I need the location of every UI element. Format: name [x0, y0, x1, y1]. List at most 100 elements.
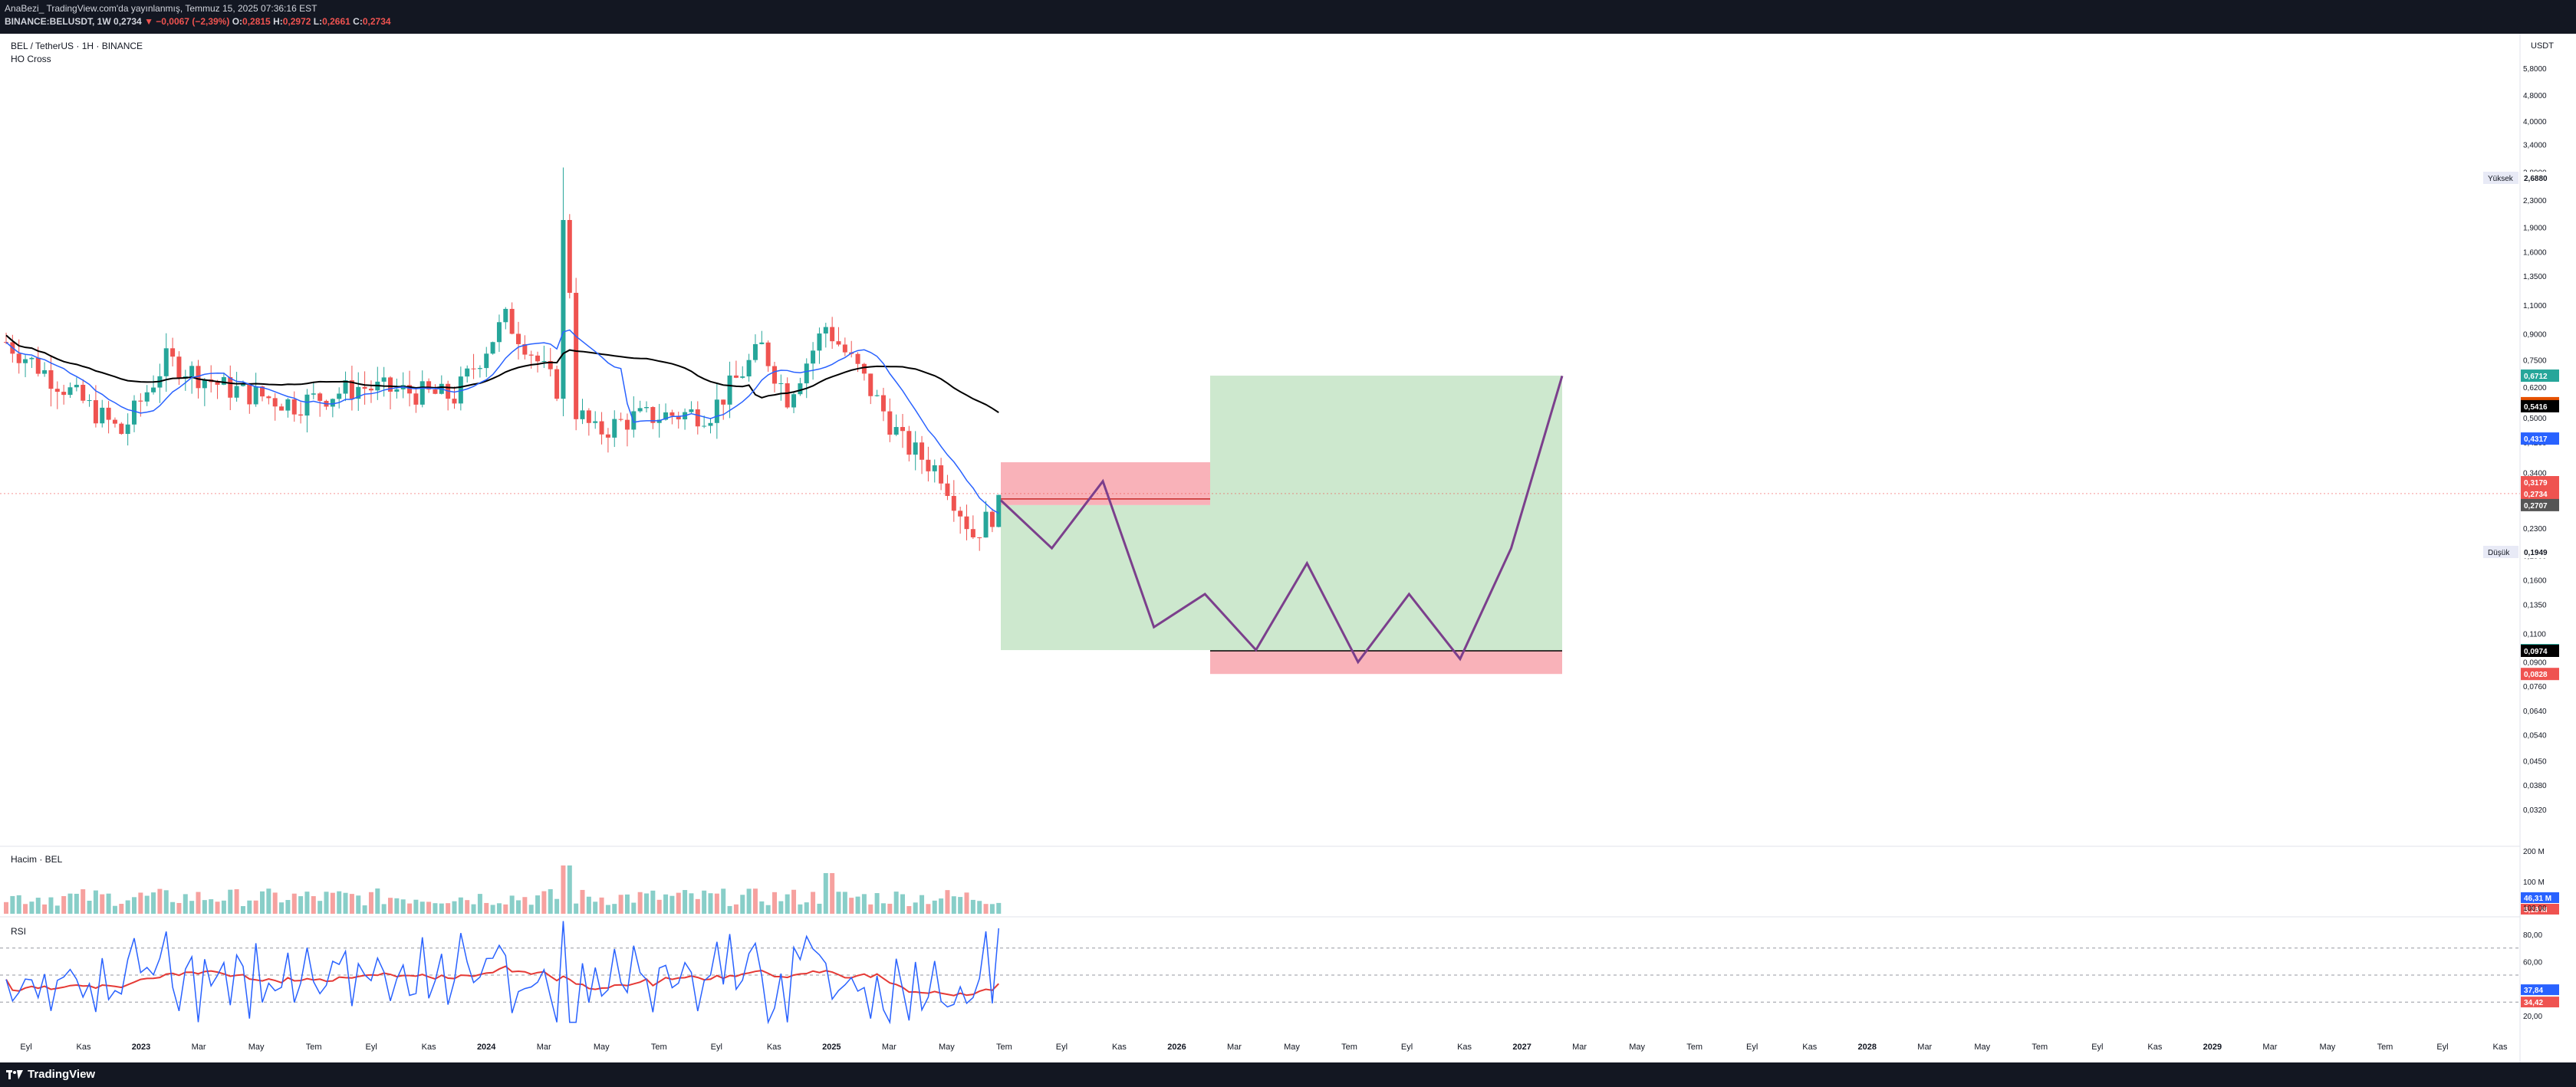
volume-bar: [496, 903, 502, 914]
volume-label-box: [2521, 904, 2559, 915]
candle-body: [496, 322, 502, 343]
volume-bar: [913, 902, 918, 914]
volume-bar: [349, 894, 354, 914]
price-tick-label: 0,1600: [2523, 577, 2547, 586]
moving-averages: [5, 329, 999, 514]
chart-canvas[interactable]: USDT BEL / TetherUS · 1H · BINANCE HO Cr…: [0, 34, 2576, 1062]
volume-bar: [887, 903, 893, 914]
time-tick-label: May: [1629, 1043, 1645, 1052]
candle-body: [368, 389, 373, 391]
rsi-title[interactable]: RSI: [11, 926, 26, 937]
volume-bar: [759, 901, 765, 914]
volume-bar: [874, 893, 880, 914]
price-tick-label: 0,6200: [2523, 384, 2547, 392]
volume-bar: [528, 905, 534, 914]
tradingview-logo-icon: [6, 1069, 23, 1079]
candle-body: [624, 419, 630, 430]
volume-bar: [624, 894, 630, 914]
candle-body: [855, 353, 860, 364]
volume-bar: [535, 895, 541, 914]
volume-bar: [228, 889, 233, 914]
volume-bar: [196, 892, 201, 914]
time-tick-label: Tem: [2032, 1043, 2048, 1052]
time-tick-label: Mar: [192, 1043, 206, 1052]
time-tick-label: Kas: [422, 1043, 436, 1052]
candle-body: [548, 361, 553, 369]
indicator-label[interactable]: HO Cross: [11, 54, 51, 64]
price-label-box: [2521, 487, 2559, 500]
candle-body: [433, 389, 438, 394]
volume-bar: [356, 895, 361, 914]
candle-body: [163, 348, 169, 376]
volume-bar: [676, 892, 681, 914]
volume-bar: [964, 892, 969, 914]
volume-bar: [484, 902, 489, 914]
volume-bar: [375, 888, 380, 914]
price-tick-label: 0,0640: [2523, 708, 2547, 716]
time-axis[interactable]: Eyl Kas 2023 Mar May Tem Eyl Kas 2024 Mar May Tem Ey…: [20, 1043, 2508, 1052]
volume-bar: [669, 895, 675, 914]
chart-title[interactable]: BEL / TetherUS · 1H · BINANCE: [11, 41, 143, 51]
price-tick-label: 0,0320: [2523, 806, 2547, 815]
time-tick-label: 2023: [132, 1043, 150, 1052]
volume-bar: [132, 897, 137, 914]
target-zone-2: [1210, 376, 1562, 652]
volume-bar: [900, 894, 905, 914]
candle-body: [631, 411, 637, 430]
price-label-box: [2521, 399, 2559, 412]
price-label-text: 0,6712: [2524, 373, 2548, 381]
price-tag-box: [2483, 172, 2518, 184]
candle-body: [87, 400, 92, 402]
symbol-label[interactable]: BINANCE:BELUSDT, 1W: [5, 16, 111, 27]
price-label-text: 2,6880: [2524, 175, 2548, 183]
candle-body: [228, 376, 233, 398]
time-tick-label: May: [1284, 1043, 1300, 1052]
volume-bar: [861, 894, 867, 914]
price-label-box: [2521, 369, 2559, 383]
rsi-label-box: [2521, 997, 2559, 1008]
volume-bar: [266, 888, 271, 914]
candle-body: [574, 292, 579, 419]
candle-body: [759, 342, 765, 344]
volume-bar: [561, 865, 566, 914]
volume-bar: [48, 897, 54, 914]
volume-bar: [695, 898, 700, 914]
low-value: 0,2661: [322, 16, 350, 27]
close-value: 0,2734: [362, 16, 391, 27]
candle-body: [561, 219, 566, 399]
publish-line: AnaBezi_ TradingView.com'da yayınlanmış,…: [5, 3, 317, 14]
candle-body: [689, 409, 694, 412]
volume-bar: [586, 896, 591, 914]
candle-body: [900, 427, 905, 432]
candle-body: [477, 368, 482, 369]
time-tick-label: Kas: [2493, 1043, 2508, 1052]
price-label-box: [2521, 645, 2559, 658]
candle-body: [253, 386, 258, 405]
candle-body: [170, 348, 176, 357]
brand-name: TradingView: [28, 1068, 96, 1081]
volume-title[interactable]: Hacim · BEL: [11, 854, 63, 865]
time-tick-label: 2024: [477, 1043, 496, 1052]
candle-body: [132, 400, 137, 425]
candle-body: [349, 380, 354, 399]
time-tick-label: Mar: [1917, 1043, 1932, 1052]
volume-bar: [958, 897, 963, 914]
time-tick-label: Eyl: [1746, 1043, 1758, 1052]
volume-label-text: 46,31 M: [2524, 895, 2551, 903]
candle-body: [189, 366, 195, 376]
candle-body: [100, 407, 105, 424]
volume-bar: [752, 888, 758, 914]
volume-bar: [465, 900, 470, 914]
candle-body: [996, 494, 1002, 527]
tradingview-logo[interactable]: TradingView: [6, 1068, 95, 1081]
candle-body: [138, 400, 143, 402]
volume-bar: [644, 893, 649, 914]
open-value: 0,2815: [242, 16, 271, 27]
volume-bar: [426, 901, 432, 914]
candle-body: [112, 419, 117, 424]
volume-bar: [811, 892, 816, 914]
price-axis[interactable]: 5,80004,80004,00003,40002,80002,30001,90…: [2483, 65, 2559, 815]
candle-body: [970, 529, 975, 537]
volume-bar: [740, 895, 745, 914]
volume-layer: 200 M 100 M 46,31 M 8,19 M: [4, 848, 2559, 915]
